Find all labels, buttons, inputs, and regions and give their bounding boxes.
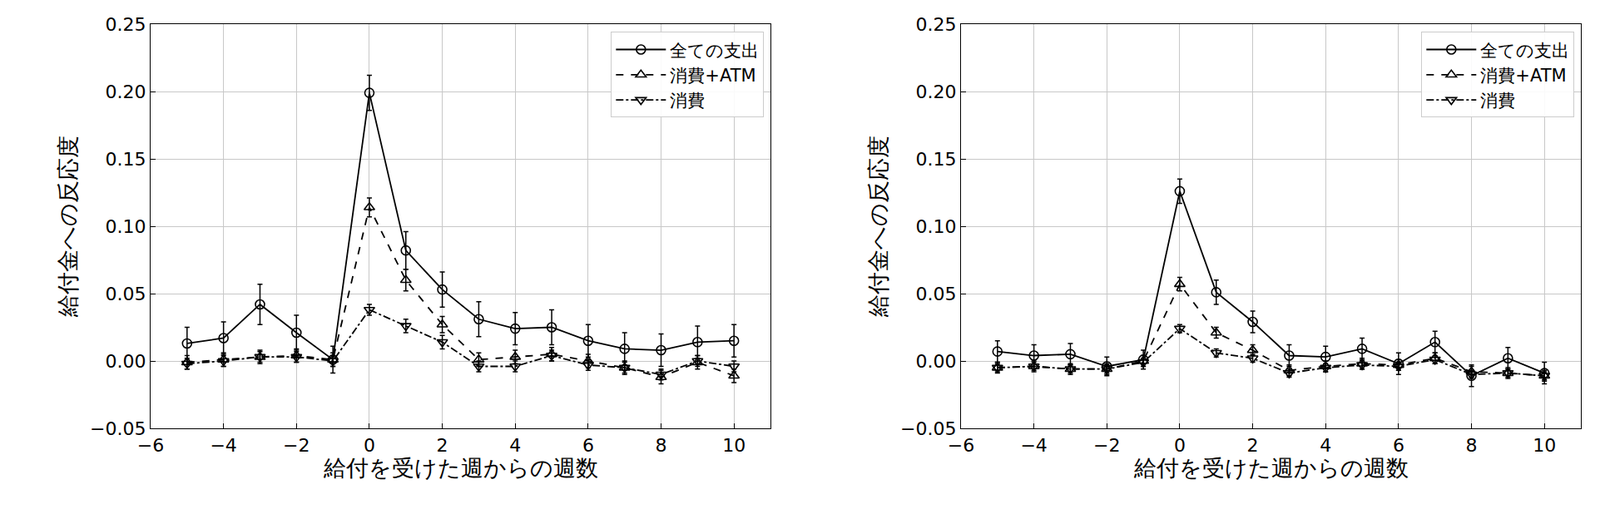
svg-text:0.00: 0.00 — [105, 351, 147, 372]
svg-text:−2: −2 — [1093, 435, 1120, 456]
svg-text:給付を受けた週からの週数: 給付を受けた週からの週数 — [322, 455, 599, 482]
svg-text:0.05: 0.05 — [916, 283, 957, 305]
svg-text:4: 4 — [509, 435, 521, 456]
svg-text:0: 0 — [363, 435, 376, 456]
svg-text:6: 6 — [1392, 435, 1405, 456]
svg-text:−0.05: −0.05 — [89, 418, 146, 440]
svg-text:消費+ATM: 消費+ATM — [669, 65, 756, 86]
svg-text:消費+ATM: 消費+ATM — [1480, 65, 1566, 86]
svg-text:6: 6 — [582, 435, 595, 456]
svg-text:0.20: 0.20 — [105, 81, 147, 103]
svg-text:0.25: 0.25 — [105, 14, 147, 35]
svg-text:2: 2 — [436, 435, 449, 456]
svg-text:給付を受けた週からの週数: 給付を受けた週からの週数 — [1133, 455, 1409, 482]
svg-text:−6: −6 — [137, 435, 164, 456]
svg-text:0: 0 — [1173, 435, 1186, 456]
svg-text:0.10: 0.10 — [105, 216, 147, 238]
svg-text:2: 2 — [1247, 435, 1259, 456]
svg-text:10: 10 — [722, 435, 746, 456]
svg-text:−4: −4 — [209, 435, 237, 456]
svg-text:全ての支出: 全ての支出 — [1480, 40, 1570, 61]
svg-text:0.10: 0.10 — [916, 216, 957, 238]
svg-text:8: 8 — [1466, 435, 1478, 456]
svg-text:0.15: 0.15 — [916, 148, 957, 170]
svg-text:−6: −6 — [947, 435, 975, 456]
svg-text:0.00: 0.00 — [916, 351, 957, 372]
svg-text:全ての支出: 全ての支出 — [669, 40, 759, 61]
svg-text:給付金への反応度: 給付金への反応度 — [54, 135, 81, 318]
svg-text:0.25: 0.25 — [916, 14, 957, 35]
svg-text:消費: 消費 — [1480, 90, 1516, 111]
svg-text:−2: −2 — [282, 435, 310, 456]
svg-text:−4: −4 — [1020, 435, 1047, 456]
svg-text:−0.05: −0.05 — [900, 418, 957, 440]
svg-text:10: 10 — [1532, 435, 1556, 456]
svg-text:0.20: 0.20 — [916, 81, 957, 103]
svg-text:消費: 消費 — [669, 90, 705, 111]
svg-text:給付金への反応度: 給付金への反応度 — [865, 135, 892, 318]
svg-text:0.05: 0.05 — [105, 283, 147, 305]
svg-text:4: 4 — [1319, 435, 1332, 456]
svg-text:0.15: 0.15 — [105, 148, 147, 170]
svg-text:8: 8 — [655, 435, 668, 456]
